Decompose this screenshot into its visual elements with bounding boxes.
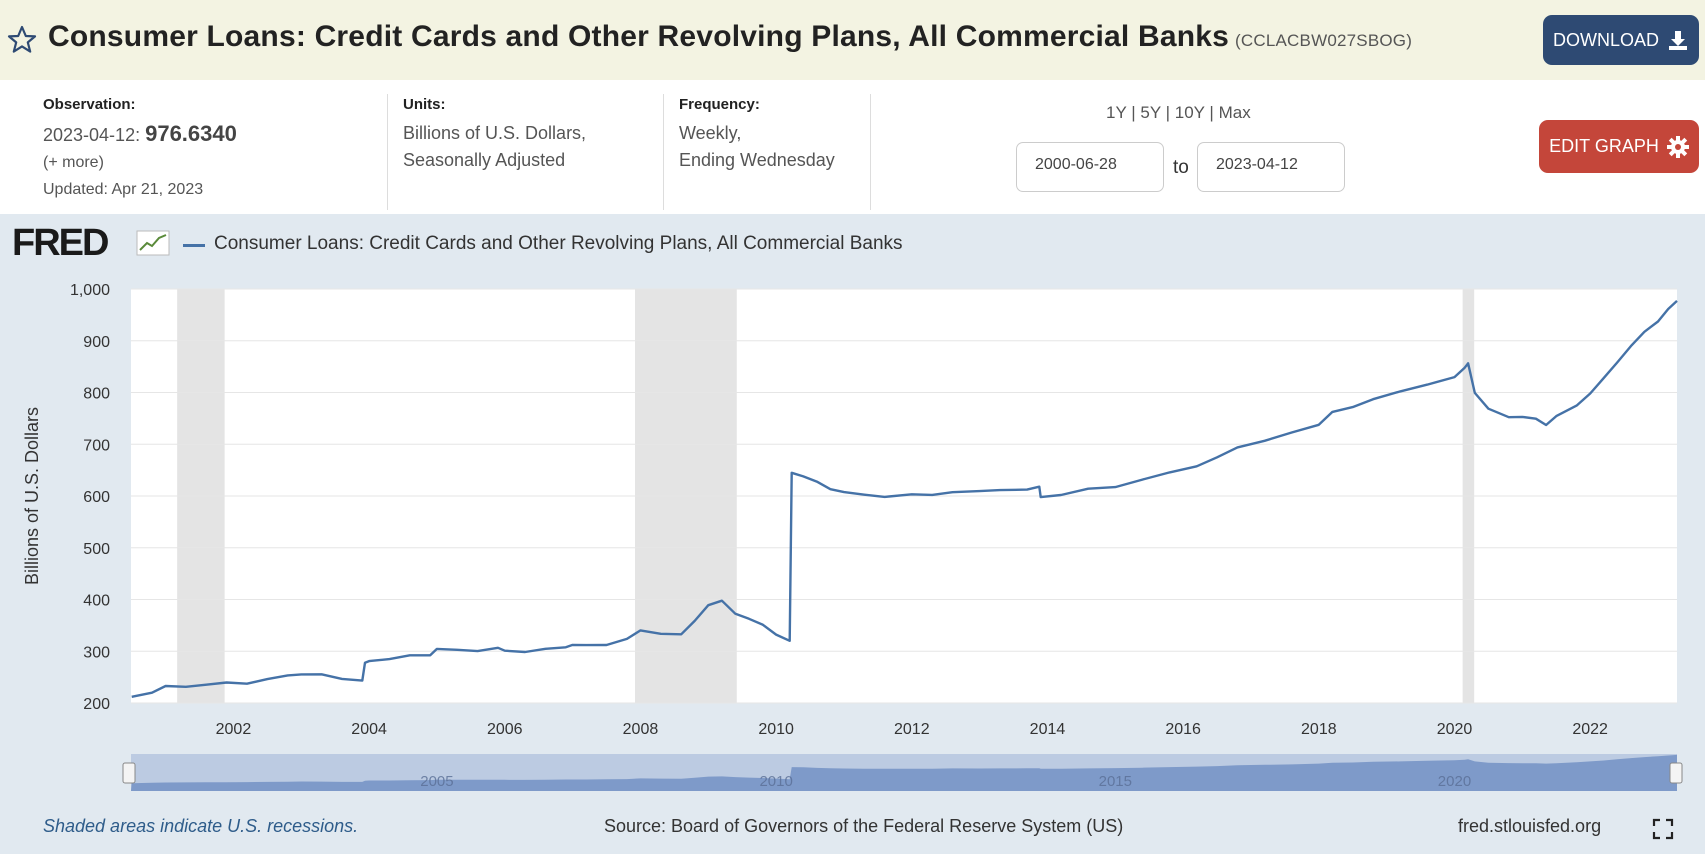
- title-bar: Consumer Loans: Credit Cards and Other R…: [0, 0, 1705, 80]
- source-text: Source: Board of Governors of the Federa…: [604, 816, 1124, 836]
- fred-logo: FRED: [12, 222, 109, 264]
- observation-block: Observation: 2023-04-12: 976.6340 (+ mor…: [43, 96, 237, 203]
- series-title: Consumer Loans: Credit Cards and Other R…: [48, 20, 1230, 53]
- range-5y[interactable]: 5Y: [1140, 103, 1161, 122]
- divider: [387, 94, 388, 210]
- fullscreen-icon[interactable]: [1652, 818, 1674, 840]
- download-icon: [1669, 31, 1687, 50]
- legend-label: Consumer Loans: Credit Cards and Other R…: [214, 233, 903, 254]
- chart-logo-icon: [136, 230, 170, 256]
- frequency-line1: Weekly,: [679, 123, 742, 143]
- meta-panel: Observation: 2023-04-12: 976.6340 (+ mor…: [0, 80, 1705, 214]
- range-selector: 1Y | 5Y | 10Y | Max: [1106, 103, 1251, 122]
- to-label: to: [1173, 157, 1189, 178]
- graph-panel: [0, 214, 1705, 854]
- site-link[interactable]: fred.stlouisfed.org: [1458, 816, 1602, 836]
- legend-swatch: [183, 244, 205, 247]
- range-1y[interactable]: 1Y: [1106, 103, 1127, 122]
- star-icon[interactable]: [6, 24, 38, 56]
- updated-text: Updated: Apr 21, 2023: [43, 181, 204, 198]
- divider: [663, 94, 664, 210]
- download-label: DOWNLOAD: [1552, 29, 1659, 50]
- edit-graph-button[interactable]: EDIT GRAPH: [1539, 120, 1699, 173]
- frequency-block: Frequency: Weekly, Ending Wednesday: [679, 96, 835, 174]
- download-button[interactable]: DOWNLOAD: [1543, 15, 1699, 65]
- observation-label: Observation:: [43, 96, 136, 113]
- frequency-label: Frequency:: [679, 96, 760, 113]
- range-max[interactable]: Max: [1218, 103, 1251, 122]
- gear-icon: [1666, 135, 1689, 158]
- end-date-input[interactable]: 2023-04-12: [1197, 142, 1345, 192]
- edit-graph-label: EDIT GRAPH: [1549, 136, 1659, 156]
- units-block: Units: Billions of U.S. Dollars, Seasona…: [403, 96, 586, 174]
- units-line1: Billions of U.S. Dollars,: [403, 123, 587, 143]
- recession-note: Shaded areas indicate U.S. recessions.: [43, 816, 359, 836]
- units-line2: Seasonally Adjusted: [403, 150, 566, 170]
- more-link[interactable]: (+ more): [43, 154, 104, 171]
- divider: [870, 94, 871, 210]
- units-label: Units:: [403, 96, 446, 113]
- observation-value: 976.6340: [145, 121, 237, 146]
- page-title: Consumer Loans: Credit Cards and Other R…: [48, 20, 1412, 54]
- frequency-line2: Ending Wednesday: [679, 150, 835, 170]
- series-id: (CCLACBW027SBOG): [1235, 31, 1413, 50]
- observation-date: 2023-04-12:: [43, 125, 141, 145]
- start-date-input[interactable]: 2000-06-28: [1016, 142, 1164, 192]
- range-10y[interactable]: 10Y: [1174, 103, 1205, 122]
